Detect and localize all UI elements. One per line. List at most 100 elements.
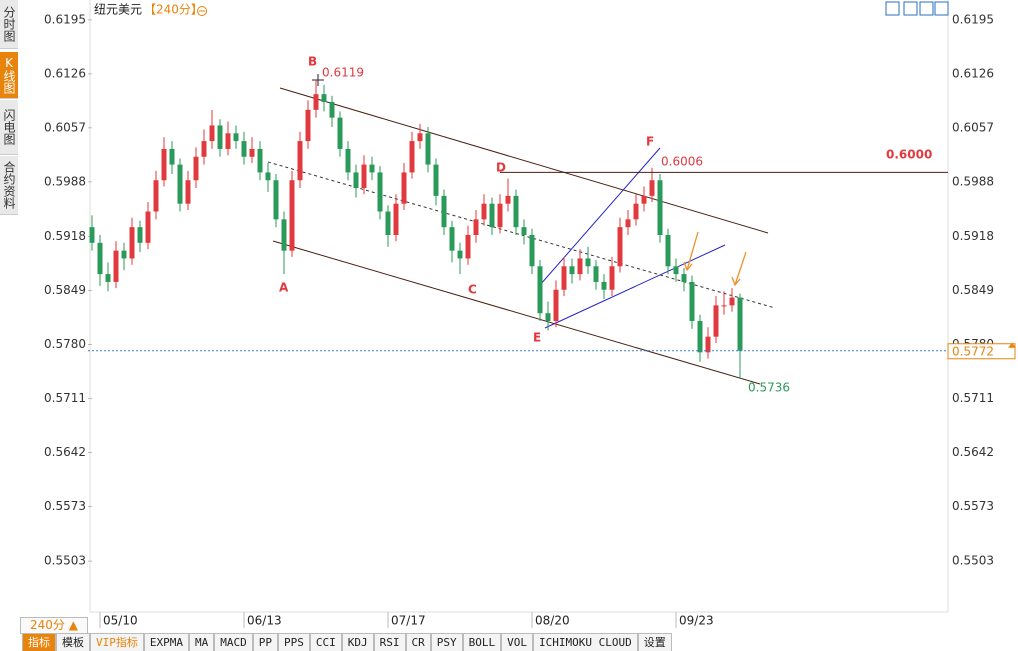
candle-body <box>113 250 119 282</box>
sidebar-tab[interactable]: K线图 <box>0 52 18 99</box>
period-label: 【240分】 <box>144 3 203 17</box>
candle-body <box>657 180 663 235</box>
point-label: C <box>468 283 477 297</box>
candle-body <box>689 281 695 322</box>
y2-tick-label: 0.5573 <box>952 499 994 513</box>
candle-body <box>225 133 231 149</box>
candle-body <box>585 258 591 267</box>
sidebar-tab[interactable]: 合约资料 <box>0 156 18 215</box>
candle-body <box>441 195 447 228</box>
y-tick-label: 0.5503 <box>44 554 86 568</box>
candle-body <box>185 180 191 204</box>
candle-body <box>265 172 271 181</box>
toolbar-tab[interactable]: MA <box>189 633 215 651</box>
candle-body <box>417 133 423 142</box>
toolbar-tab[interactable]: PPS <box>278 633 310 651</box>
toolbar-tab[interactable]: MACD <box>214 633 253 651</box>
candle-body <box>305 109 311 142</box>
toolbar-tab[interactable]: 指标 <box>22 633 56 651</box>
y-tick-label: 0.5988 <box>44 174 86 188</box>
period-selector[interactable]: 240分 ▲ <box>20 617 88 634</box>
candle-body <box>97 242 103 275</box>
toolbar-tab[interactable]: PP <box>252 633 278 651</box>
candle-body <box>89 227 95 243</box>
candle-body <box>529 234 535 267</box>
y2-tick-label: 0.5918 <box>952 229 994 243</box>
last-price-arrow <box>1008 342 1016 348</box>
toolbar-tab[interactable]: CCI <box>309 633 342 651</box>
sidebar-tab[interactable]: 分时图 <box>0 0 18 49</box>
candle-body <box>601 281 607 290</box>
toolbar-tab[interactable]: 模板 <box>56 633 90 651</box>
toolbar-tab[interactable]: BOLL <box>462 633 502 651</box>
zoom-icon[interactable] <box>197 6 207 16</box>
arrow <box>731 251 747 287</box>
y-tick-label: 0.5849 <box>44 283 86 297</box>
candle-body <box>329 102 335 118</box>
point-label: F <box>646 135 654 149</box>
candle-body <box>401 172 407 204</box>
candle-body <box>201 141 207 157</box>
y-tick-label: 0.6126 <box>44 66 86 80</box>
chart-title: 纽元美元 <box>94 3 142 17</box>
candle-body <box>521 227 527 235</box>
candle-body <box>593 266 599 282</box>
y2-tick-label: 0.6195 <box>952 12 994 26</box>
y2-tick-label: 0.5711 <box>952 391 994 405</box>
candle-body <box>241 141 247 157</box>
candle-body <box>209 125 215 142</box>
f-label: 0.6006 <box>661 155 703 169</box>
toolbar-tab[interactable]: PSY <box>430 633 463 651</box>
toolbar-tab[interactable]: RSI <box>373 633 406 651</box>
tool-icons[interactable] <box>885 1 949 16</box>
sidebar-tab[interactable]: 闪电图 <box>0 100 18 155</box>
toolbar-tab[interactable]: VOL <box>501 633 533 651</box>
candle-body <box>153 180 159 212</box>
candle-body <box>729 297 735 306</box>
toolbar-tab[interactable]: CR <box>405 633 431 651</box>
y2-tick-label: 0.5849 <box>952 283 994 297</box>
toolbar-tab[interactable]: ICHIMOKU CLOUD <box>533 633 638 651</box>
y2-tick-label: 0.5988 <box>952 174 994 188</box>
y-tick-label: 0.6057 <box>44 120 86 134</box>
candle-body <box>129 227 135 259</box>
candle-body <box>489 203 495 228</box>
candle-body <box>545 313 551 322</box>
y-tick-label: 0.5711 <box>44 391 86 405</box>
candle-body <box>121 250 127 259</box>
candle-body <box>577 258 583 275</box>
high-marker <box>312 74 324 86</box>
toolbar-tab[interactable]: EXPMA <box>143 633 189 651</box>
candle-body <box>369 164 375 173</box>
candle-body <box>633 203 639 220</box>
candle-body <box>313 94 319 110</box>
point-labels: A B C D E F <box>279 55 654 345</box>
candle-body <box>513 195 519 228</box>
x-tick-label: 07/17 <box>391 614 426 628</box>
y2-tick-label: 0.5503 <box>952 554 994 568</box>
y2-tick-label: 0.6126 <box>952 66 994 80</box>
x-tick-label: 08/20 <box>535 614 570 628</box>
y2-tick-label: 0.5642 <box>952 445 994 459</box>
candle-body <box>537 266 543 314</box>
candle-body <box>193 156 199 181</box>
chart-bg <box>20 0 1018 633</box>
y-tick-label: 0.5573 <box>44 499 86 513</box>
y-tick-label: 0.5918 <box>44 229 86 243</box>
candle-body <box>713 305 719 337</box>
toolbar-tab[interactable]: 设置 <box>637 633 672 651</box>
candle-body <box>569 266 575 275</box>
toolbar-tab[interactable]: VIP指标 <box>90 633 144 651</box>
candle-body <box>337 117 343 149</box>
blue-channel-lower <box>544 244 726 329</box>
candle-body <box>161 148 167 181</box>
candle-body <box>721 305 727 307</box>
candle-body <box>249 148 255 157</box>
toolbar-tab[interactable]: KDJ <box>341 633 374 651</box>
candle-body <box>641 195 647 204</box>
candle-body <box>625 219 631 228</box>
candle-body <box>481 203 487 220</box>
candle-body <box>433 164 439 196</box>
